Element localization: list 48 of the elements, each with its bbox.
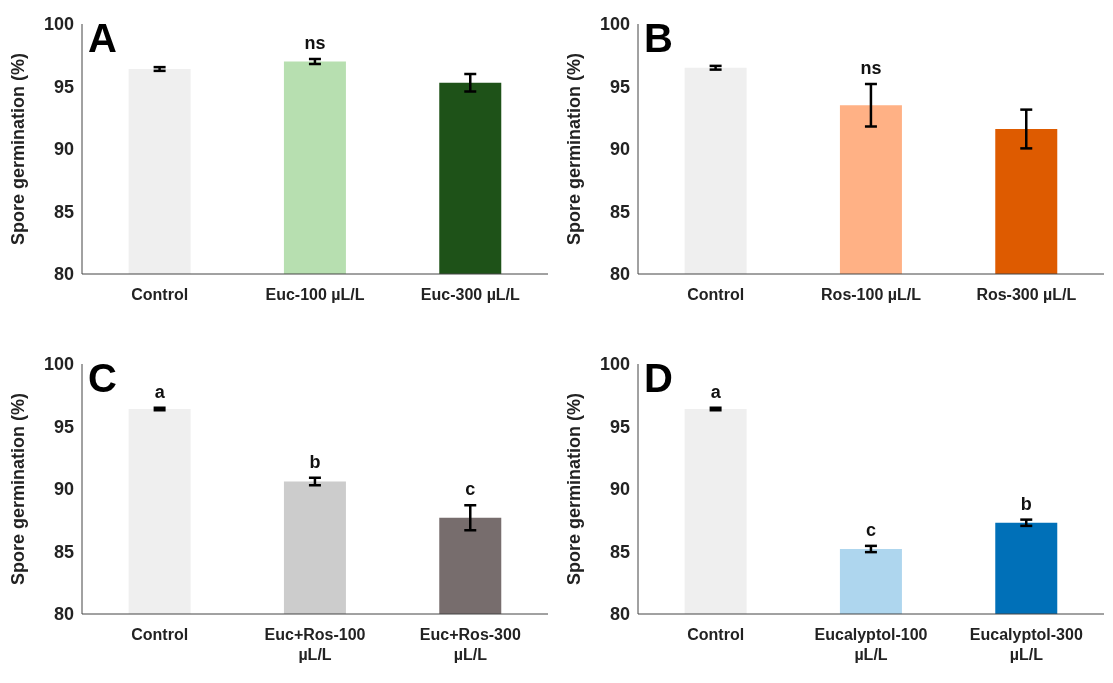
- x-tick-label: Euc+Ros-300 µL/L: [419, 626, 521, 663]
- x-tick-label: Control: [687, 286, 745, 303]
- y-tick-label: 85: [53, 541, 74, 562]
- y-tick-label: 80: [609, 604, 630, 625]
- y-tick-label: 100: [43, 14, 74, 35]
- y-tick-label: 80: [609, 264, 630, 285]
- annotation: c: [465, 479, 476, 500]
- annotation: ns: [304, 33, 326, 53]
- y-tick-label: 85: [53, 201, 74, 222]
- chart-title: D: [644, 356, 673, 400]
- y-tick-label: 100: [43, 354, 74, 375]
- x-tick-label: Control: [131, 626, 189, 643]
- y-tick-label: 90: [53, 479, 74, 500]
- annotation: b: [309, 451, 321, 472]
- y-tick-label: 90: [609, 139, 630, 160]
- y-tick-label: 85: [609, 541, 630, 562]
- y-tick-label: 95: [53, 76, 74, 97]
- y-axis-title: Spore germination (%): [564, 52, 585, 246]
- x-tick-label: Control: [687, 626, 745, 643]
- y-tick-label: 90: [53, 139, 74, 160]
- x-tick-label: Ros-300 µL/L: [976, 286, 1077, 303]
- y-axis-title: Spore germination (%): [564, 392, 585, 586]
- x-tick-label: Eucalyptol-100 µL/L: [814, 626, 928, 663]
- y-tick-label: 85: [609, 201, 630, 222]
- annotation: ns: [860, 58, 882, 78]
- y-tick-label: 80: [53, 604, 74, 625]
- x-tick-label: Ros-100 µL/L: [821, 286, 922, 303]
- annotation: a: [710, 381, 722, 402]
- y-tick-label: 90: [609, 479, 630, 500]
- x-tick-label: Euc-100 µL/L: [265, 286, 365, 303]
- y-axis-title: Spore germination (%): [8, 392, 29, 586]
- annotation: c: [865, 519, 877, 540]
- y-tick-label: 95: [609, 416, 630, 437]
- annotation: b: [1020, 493, 1032, 514]
- chart-title: C: [88, 356, 117, 400]
- x-tick-label: Euc-300 µL/L: [420, 286, 521, 303]
- x-tick-label: Euc+Ros-100 µL/L: [264, 626, 366, 663]
- y-tick-label: 100: [599, 354, 630, 375]
- y-tick-label: 95: [609, 76, 630, 97]
- x-tick-label: Control: [131, 286, 189, 303]
- y-tick-label: 80: [53, 264, 74, 285]
- annotation: a: [154, 381, 166, 402]
- x-tick-label: Eucalyptol-300 µL/L: [969, 626, 1083, 663]
- y-tick-label: 100: [599, 14, 630, 35]
- y-tick-label: 95: [53, 416, 74, 437]
- y-axis-title: Spore germination (%): [8, 52, 29, 246]
- chart-title: A: [88, 16, 117, 60]
- chart-title: B: [644, 16, 673, 60]
